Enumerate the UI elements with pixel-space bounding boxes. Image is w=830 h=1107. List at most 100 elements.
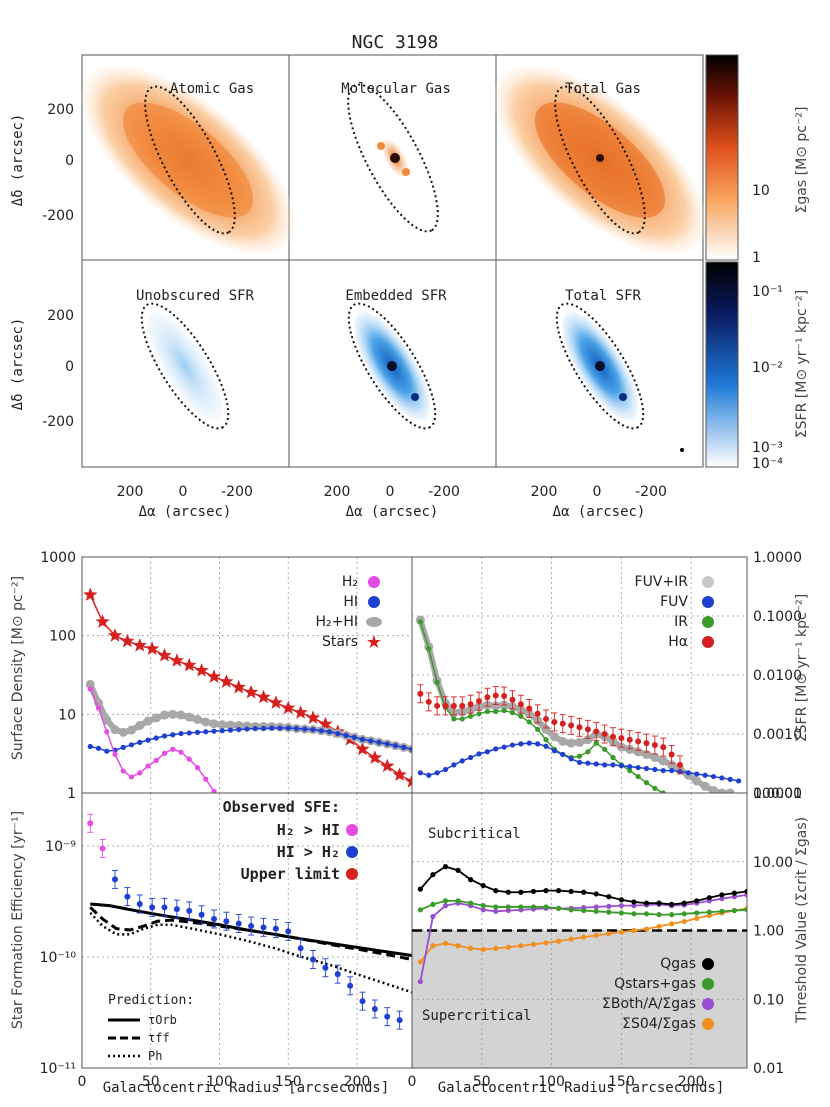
legend-title: Observed SFE: (223, 798, 340, 816)
data-point-hi-h- (223, 918, 230, 925)
data-point-fuv (585, 760, 591, 766)
data-point-stars (145, 641, 160, 655)
sfr-ylabel: ΣSFR [M⊙ yr⁻¹ kpc⁻²] (794, 594, 810, 742)
data-point--s04-gas (417, 959, 423, 965)
data-point-ir (501, 707, 507, 714)
data-point-h- (618, 735, 625, 742)
data-point-qgas (744, 888, 747, 895)
data-point-hi (227, 727, 234, 733)
series-line-h- (89, 688, 215, 792)
data-point-ir (493, 708, 499, 715)
data-point-fuv-ir (549, 732, 559, 742)
data-point-h- (450, 702, 457, 709)
x-tick-label: 50 (142, 1074, 160, 1090)
prediction-label: τff (148, 1031, 170, 1045)
data-point-fuv (417, 770, 423, 776)
data-point-h- (509, 696, 516, 703)
map-ytick: -200 (42, 414, 74, 430)
data-point-fuv (551, 748, 557, 754)
data-point-fuv (459, 758, 465, 764)
data-point-h- (643, 740, 650, 747)
data-point-hi (392, 743, 399, 749)
map-xtick: 0 (179, 484, 188, 500)
data-point-qstars-gas (643, 911, 650, 917)
y-tick-label: 10 (58, 707, 76, 723)
data-point--s04-gas (493, 945, 499, 951)
molecular-gas-ellipse (347, 83, 439, 233)
data-point-ir (593, 740, 599, 746)
data-point-h- (417, 690, 424, 697)
data-point-hi (120, 744, 126, 750)
y-tick-label: 0.0010 (753, 727, 802, 743)
data-point-fuv-ir (558, 736, 568, 746)
data-point-fuv (694, 771, 700, 777)
legend-marker-upper (346, 868, 358, 880)
data-point-h-hi (184, 712, 194, 722)
data-point-fuv (451, 762, 457, 768)
data-point-hi (359, 736, 366, 743)
legend-marker-hi (368, 596, 380, 608)
y-tick-label: 10⁻¹⁰ (40, 950, 77, 966)
legend-label: Stars (322, 634, 358, 650)
data-point-qgas (568, 888, 574, 895)
data-point-ir (526, 719, 532, 725)
data-point-fuv (635, 764, 641, 771)
data-point-ir (576, 753, 583, 759)
data-point-h- (434, 702, 441, 709)
data-point-hi (244, 726, 250, 732)
data-point-h- (584, 726, 591, 733)
data-point-h- (660, 744, 667, 751)
data-point-h-hi (118, 727, 128, 737)
data-point-qgas (442, 864, 449, 870)
data-point-hi (277, 725, 283, 731)
data-point-stars (182, 657, 197, 672)
embedded-sfr-ellipse (347, 302, 437, 430)
data-point-h- (95, 705, 102, 711)
data-point--both-a-gas (731, 894, 738, 900)
data-point-h- (593, 728, 600, 735)
data-point-hi-h- (248, 923, 255, 930)
data-point-h-hi (201, 717, 211, 727)
data-point-ir (643, 780, 650, 786)
data-point-fuv (643, 765, 650, 772)
data-point-h- (534, 710, 541, 717)
map-ytick: 200 (47, 102, 74, 118)
map-xtick: -200 (635, 484, 667, 500)
data-point-h- (194, 765, 201, 771)
data-point--s04-gas (694, 915, 700, 921)
data-point-hi-h- (297, 945, 304, 952)
data-point-stars (281, 700, 296, 715)
data-point-stars (404, 774, 412, 788)
legend-label: FUV+IR (635, 574, 689, 590)
data-point-qgas (455, 867, 461, 873)
data-point-qgas (417, 886, 423, 892)
x-tick-label: 100 (206, 1074, 233, 1090)
data-point-hi (128, 742, 135, 748)
data-point-hi (401, 744, 407, 750)
data-point--s04-gas (455, 943, 461, 949)
data-point-qgas (581, 889, 587, 895)
data-point-fuv (627, 764, 633, 770)
data-point-hi (376, 739, 382, 745)
data-point--both-a-gas (417, 979, 423, 985)
data-point--s04-gas (606, 931, 612, 937)
series-line-hi (90, 727, 412, 752)
data-point-stars (169, 653, 184, 667)
data-point-h- (120, 768, 126, 774)
data-point-fuv-ir (725, 788, 735, 793)
legend-label: Hα (668, 634, 688, 650)
data-point-hi-h- (285, 928, 292, 935)
data-point-hi (186, 730, 192, 736)
data-point--s04-gas (631, 927, 637, 934)
data-point-hi-h- (334, 971, 341, 978)
data-point-hi-h- (173, 906, 180, 913)
prediction-label: Ph (148, 1049, 162, 1063)
map-xlabel: Δα (arcsec) (346, 504, 439, 520)
threshold-ylabel: Threshold Value (Σcrit / Σgas) (794, 817, 810, 1024)
data-point-fuv-ir (583, 735, 593, 745)
legend-marker-ir (702, 616, 714, 628)
y-tick-label: 1 (67, 786, 76, 802)
data-point-qgas (681, 900, 687, 906)
x-tick-label: 100 (538, 1074, 565, 1090)
x-tick-label: 50 (473, 1074, 491, 1090)
